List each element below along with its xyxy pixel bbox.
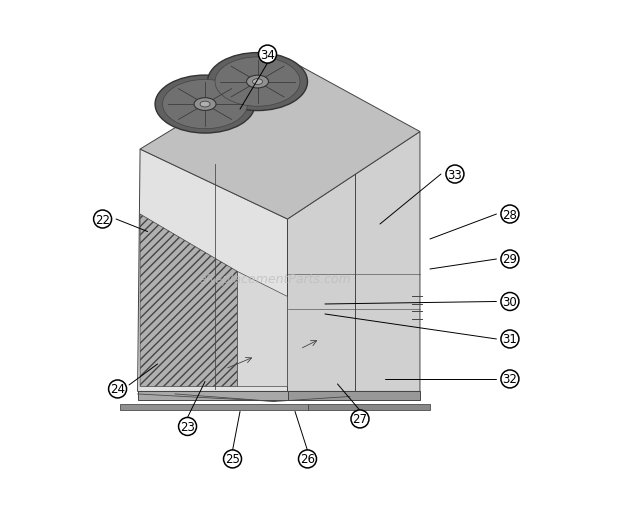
- Ellipse shape: [162, 80, 247, 129]
- Circle shape: [351, 410, 369, 428]
- Ellipse shape: [194, 98, 216, 111]
- Circle shape: [501, 206, 519, 223]
- Text: 24: 24: [110, 383, 125, 395]
- Circle shape: [108, 380, 126, 398]
- Circle shape: [501, 370, 519, 388]
- Circle shape: [94, 211, 112, 229]
- Text: 33: 33: [448, 168, 463, 181]
- Text: 26: 26: [300, 453, 315, 466]
- Circle shape: [446, 166, 464, 184]
- Ellipse shape: [215, 58, 300, 107]
- Circle shape: [501, 330, 519, 348]
- Text: eReplacementParts.com: eReplacementParts.com: [198, 273, 352, 286]
- Text: 29: 29: [502, 253, 518, 266]
- Circle shape: [501, 293, 519, 311]
- Ellipse shape: [155, 76, 255, 134]
- Circle shape: [501, 250, 519, 268]
- Polygon shape: [237, 272, 288, 387]
- Polygon shape: [138, 150, 288, 392]
- Circle shape: [259, 46, 277, 64]
- Text: 32: 32: [502, 373, 517, 386]
- Text: 28: 28: [502, 208, 517, 221]
- Circle shape: [179, 417, 197, 436]
- Ellipse shape: [252, 79, 262, 86]
- Polygon shape: [140, 215, 237, 387]
- Circle shape: [224, 450, 242, 468]
- Text: 34: 34: [260, 48, 275, 62]
- Polygon shape: [288, 392, 420, 401]
- Ellipse shape: [200, 102, 210, 108]
- Polygon shape: [120, 404, 308, 411]
- Text: 25: 25: [225, 453, 240, 466]
- Text: 22: 22: [95, 213, 110, 226]
- Text: 31: 31: [502, 333, 517, 346]
- Circle shape: [298, 450, 316, 468]
- Text: 27: 27: [353, 413, 368, 426]
- Polygon shape: [288, 132, 420, 392]
- Polygon shape: [140, 60, 420, 219]
- Ellipse shape: [247, 76, 268, 89]
- Polygon shape: [308, 404, 430, 411]
- Polygon shape: [138, 392, 288, 401]
- Text: 23: 23: [180, 420, 195, 433]
- Text: 30: 30: [503, 295, 517, 308]
- Ellipse shape: [208, 53, 308, 111]
